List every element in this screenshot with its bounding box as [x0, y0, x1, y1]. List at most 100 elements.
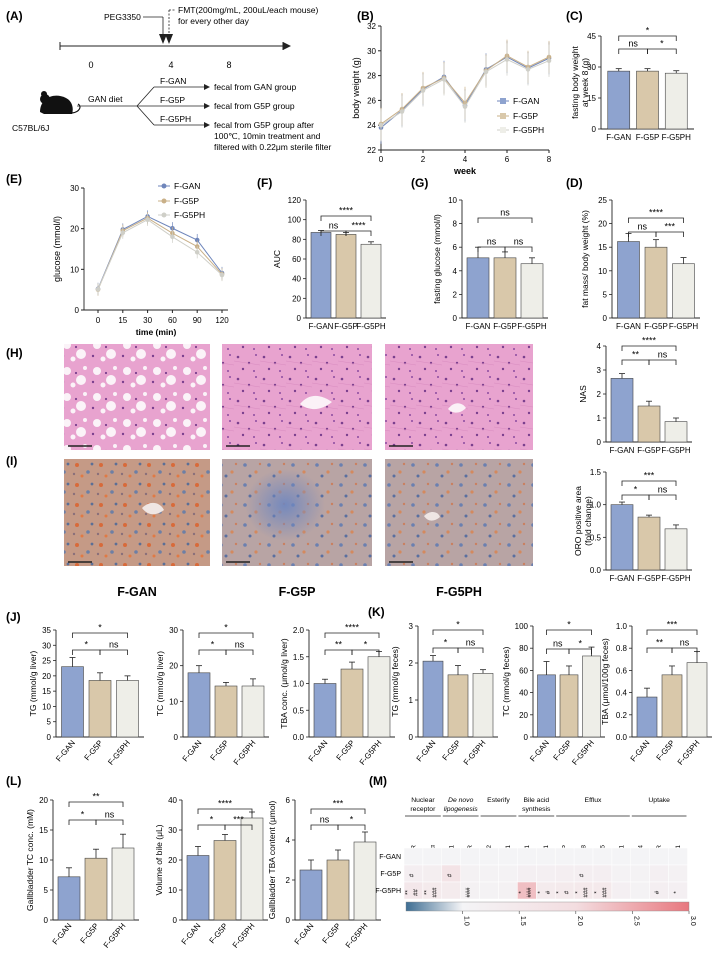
y-tick-label: 30 [70, 184, 79, 193]
legend-label: F-G5PH [513, 125, 544, 135]
timeline-label-4: 4 [168, 60, 173, 70]
heatmap-mark: * [519, 891, 525, 894]
bar-f-g5ph [353, 841, 377, 921]
y-tick-label: 30 [168, 826, 177, 835]
diet-label: GAN diet [88, 94, 123, 104]
y-tick-label: 1.5 [590, 468, 602, 477]
heatmap-mark: # [580, 873, 586, 877]
y-tick-label: 20 [39, 796, 48, 805]
x-tick-label: F-G5P [493, 322, 517, 331]
y-tick-label: 0.0 [616, 733, 628, 742]
y-tick-label: 30 [169, 626, 178, 635]
data-point [399, 109, 405, 114]
legend-marker [161, 212, 167, 218]
heatmap-cell [460, 864, 480, 883]
bar-chart-j-tc: 0 10 20 30 TC (mmol/g liver) F-GAN F-G5P F-G5PH… [155, 623, 269, 767]
significance-bracket [324, 649, 353, 655]
y-axis-label: AUC [272, 250, 282, 268]
bar-chart-d: 0 5 10 15 20 25 fat mass/ body weight (%) F-GAN… [580, 196, 700, 331]
he-vein-g5ph [448, 403, 466, 413]
y-axis-label: Volume of bile (μL) [154, 824, 164, 895]
heatmap-cell [649, 881, 669, 900]
bar-f-g5ph [664, 72, 688, 130]
data-point [441, 77, 447, 82]
bar-f-g5p [213, 840, 237, 921]
bar-f-gan [57, 876, 81, 921]
heatmap-category-label: Bile acid [523, 797, 549, 804]
y-tick-label: 30 [42, 641, 51, 650]
bar-f-g5ph [664, 421, 688, 443]
legend-marker [500, 113, 506, 119]
oro-vein-g5ph [424, 511, 440, 521]
significance-label: *** [333, 799, 344, 809]
y-tick-label: 0.8 [616, 644, 628, 653]
legend-label: F-G5PH [174, 210, 205, 220]
bar-f-g5ph [672, 263, 695, 319]
bar-chart-j-tba: 0.0 0.5 1.0 1.5 2.0 TBA conc. (μmol/g liver) F… [279, 623, 395, 767]
significance-bracket [224, 824, 253, 830]
bar-f-g5p [335, 234, 357, 319]
y-tick-label: 0 [47, 733, 52, 742]
significance-label: * [646, 26, 650, 36]
heatmap-cell [630, 847, 650, 866]
heatmap-cell [441, 864, 461, 883]
legend-label: F-GAN [513, 96, 539, 106]
bar-f-gan [299, 869, 323, 921]
bar-f-g5ph [686, 662, 708, 738]
y-tick-label: 4 [597, 342, 602, 351]
x-tick-label: 120 [215, 316, 229, 325]
y-tick-label: 0.6 [616, 666, 628, 675]
legend-marker [161, 198, 167, 204]
x-tick-label: 90 [193, 316, 202, 325]
x-tick-label: F-GAN [181, 738, 204, 763]
data-point [420, 88, 426, 93]
significance-bracket [99, 649, 128, 655]
significance-label: ns [553, 639, 563, 649]
x-tick-label: 8 [547, 155, 552, 164]
y-tick-label: 1.0 [293, 680, 305, 689]
bar-f-g5p [559, 674, 579, 738]
x-tick-label: F-G5PH [231, 921, 257, 949]
bar-f-g5p [637, 405, 661, 443]
data-point [120, 230, 126, 236]
line-chart-e: 0 10 20 30 0 15 30 60 90 120 time (min) glucose (mm… [52, 181, 229, 337]
bar-f-g5p [493, 257, 517, 319]
oro-image-gan [64, 459, 210, 566]
significance-bracket [198, 632, 254, 638]
bar-f-g5p [447, 674, 469, 738]
heatmap-category-label: De novo [448, 797, 474, 804]
significance-label: ** [92, 792, 100, 802]
significance-bracket [351, 649, 380, 655]
heatmap-cell [554, 847, 575, 866]
significance-bracket [618, 48, 648, 54]
x-tick-label: 2 [421, 155, 426, 164]
significance-bracket [646, 629, 698, 635]
y-tick-label: 120 [288, 196, 302, 205]
significance-bracket [197, 824, 226, 830]
panel-g-label: (G) [411, 176, 428, 190]
y-tick-label: 10 [169, 697, 178, 706]
heatmap-category-label: Efflux [585, 797, 602, 804]
heatmap-mark: ### [584, 887, 590, 898]
bar-f-gan [422, 660, 444, 738]
data-point [219, 272, 225, 278]
x-tick-label: F-GAN [606, 133, 631, 142]
legend-label: F-GAN [174, 181, 200, 191]
significance-label: * [350, 815, 354, 825]
x-tick-label: F-GAN [51, 921, 74, 946]
x-tick-label: F-G5PH [517, 322, 547, 331]
y-axis-label: TG (mmol/g feces) [390, 646, 400, 717]
y-tick-label: 60 [292, 255, 301, 264]
bar-f-g5ph [472, 673, 494, 738]
significance-bracket [72, 649, 101, 655]
x-tick-label: F-GAN [293, 921, 316, 946]
bar-f-gan [617, 241, 640, 319]
y-tick-label: 0 [409, 733, 414, 742]
significance-bracket [671, 647, 698, 653]
x-tick-label: 4 [463, 155, 468, 164]
heatmap-cell [630, 881, 650, 900]
significance-label: ns [514, 237, 524, 247]
heatmap-mark: * [576, 891, 582, 894]
